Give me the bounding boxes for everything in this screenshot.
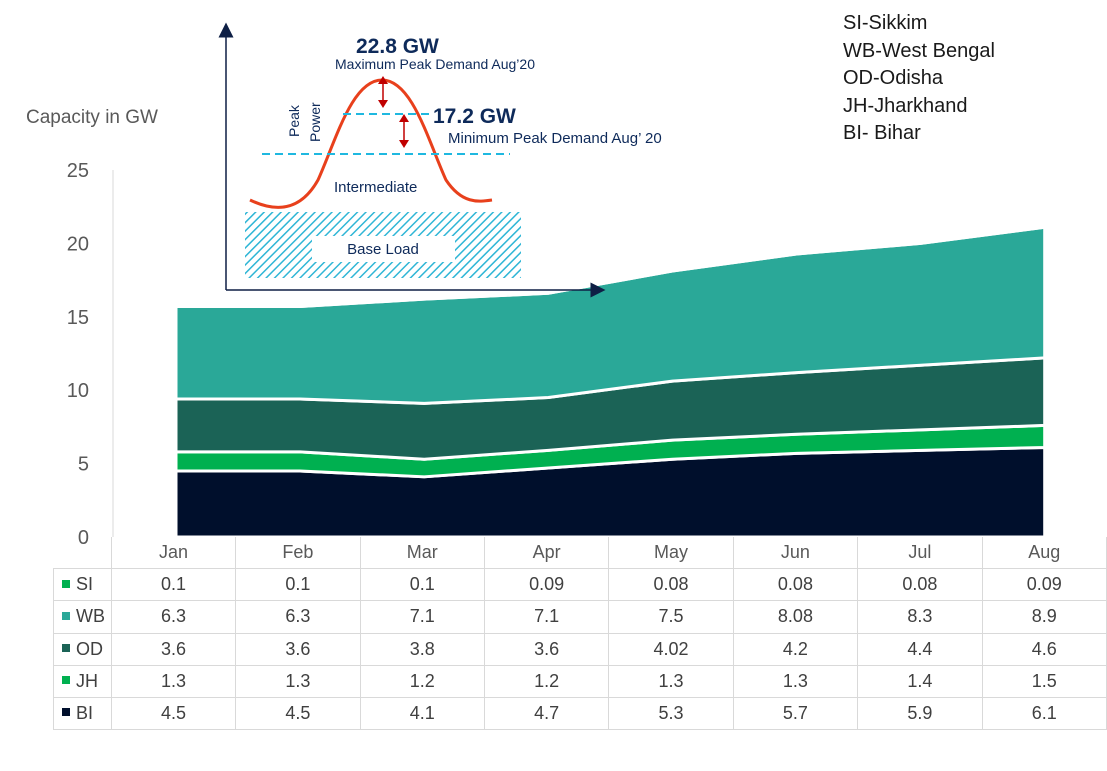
table-cell: 5.9 [857,696,983,731]
table-corner [53,537,112,569]
table-cell: 1.5 [981,664,1107,698]
x-tick-label: Mar [359,537,485,569]
x-tick-label: Aug [981,537,1107,569]
x-tick-label: May [608,537,734,569]
stacked-areas [174,224,1047,539]
table-cell: 4.4 [857,632,983,666]
peak-power-label-2: Power [307,102,323,142]
table-row-label: BI [76,703,94,724]
legend-key-swatch [62,611,70,620]
table-cell: 1.3 [608,664,734,698]
legend-item: WB-West Bengal [843,39,995,62]
table-cell: 0.1 [235,568,361,602]
table-row-label: SI [76,574,94,595]
table-cell: 8.9 [981,600,1107,634]
max-peak-label: Maximum Peak Demand Aug’20 [335,56,535,72]
table-row-header: JH [53,664,112,698]
min-peak-label: Minimum Peak Demand Aug’ 20 [448,130,662,147]
legend-key-swatch [62,708,70,717]
table-cell: 0.08 [732,568,859,602]
legend-key-swatch [62,676,70,685]
table-header-row: Jan Feb Mar Apr May Jun Jul Aug [53,537,1107,569]
table-cell: 1.2 [483,664,610,698]
peak-power-label-1: Peak [286,104,302,137]
table-cell: 6.1 [981,696,1107,731]
table-row: WB 6.3 6.3 7.1 7.1 7.5 8.08 8.3 8.9 [53,600,1107,634]
table-cell: 0.09 [483,568,610,602]
table-cell: 0.08 [857,568,983,602]
table-cell: 0.1 [359,568,485,602]
legend-item: SI-Sikkim [843,12,928,34]
base-load-label: Base Load [347,241,419,258]
table-cell: 8.08 [732,600,859,634]
table-cell: 0.08 [608,568,734,602]
table-row-label: OD [76,638,103,659]
table-cell: 1.3 [235,664,361,698]
x-tick-label: Jan [110,537,237,569]
arrow-upper [378,76,388,108]
table-cell: 0.09 [981,568,1107,602]
table-cell: 7.1 [483,600,610,634]
y-tick-label: 25 [67,160,89,182]
table-cell: 1.3 [110,664,237,698]
intermediate-label: Intermediate [334,179,417,196]
arrow-lower [399,114,409,148]
table-cell: 5.3 [608,696,734,731]
table-cell: 5.7 [732,696,859,731]
min-peak-value: 17.2 GW [433,105,516,128]
table-cell: 6.3 [110,600,237,634]
x-tick-label: Apr [483,537,610,569]
x-tick-label: Jun [732,537,859,569]
table-cell: 6.3 [235,600,361,634]
table-cell: 3.6 [483,632,610,666]
table-cell: 4.1 [359,696,485,731]
table-row-header: BI [53,696,112,731]
data-table: Jan Feb Mar Apr May Jun Jul Aug SI 0.1 0.1 0.1 0.09 0… [53,537,1107,731]
max-peak-value: 22.8 GW [356,35,439,58]
legend-item: JH-Jharkhand [843,94,968,117]
legend-item: OD-Odisha [843,67,944,89]
y-tick-label: 20 [67,233,89,255]
table-row: BI 4.5 4.5 4.1 4.7 5.3 5.7 5.9 6.1 [53,696,1107,731]
table-cell: 4.7 [483,696,610,731]
y-tick-label: 15 [67,307,89,329]
y-axis-label: Capacity in GW [26,107,158,128]
table-cell: 1.3 [732,664,859,698]
table-row: OD 3.6 3.6 3.8 3.6 4.02 4.2 4.4 4.6 [53,632,1107,666]
table-cell: 7.5 [608,600,734,634]
table-row-header: SI [53,568,112,602]
table-cell: 1.4 [857,664,983,698]
table-cell: 7.1 [359,600,485,634]
base-load-label-box [312,236,455,262]
legend-key-swatch [62,643,70,652]
table-cell: 3.8 [359,632,485,666]
y-tick-label: 5 [78,454,89,476]
table-cell: 4.6 [981,632,1107,666]
legend-key-swatch [62,579,70,588]
table-row-header: OD [53,632,112,666]
table-cell: 8.3 [857,600,983,634]
table-row-header: WB [53,600,112,634]
table-cell: 3.6 [110,632,237,666]
state-legend: SI-Sikkim WB-West Bengal OD-Odisha JH-Jh… [843,10,995,148]
y-tick-label: 10 [67,380,89,402]
table-cell: 4.5 [110,696,237,731]
table-row: SI 0.1 0.1 0.1 0.09 0.08 0.08 0.08 0.09 [53,568,1107,602]
table-cell: 0.1 [110,568,237,602]
x-tick-label: Jul [857,537,983,569]
table-cell: 4.5 [235,696,361,731]
table-cell: 3.6 [235,632,361,666]
table-cell: 4.02 [608,632,734,666]
table-row-label: JH [76,670,98,691]
peak-demand-inset: Base Load 22.8 GW Maximum Peak Demand Au… [218,22,662,298]
table-cell: 1.2 [359,664,485,698]
table-cell: 4.2 [732,632,859,666]
x-tick-label: Feb [235,537,361,569]
area-series-si [174,224,1047,309]
legend-item: BI- Bihar [843,122,921,144]
table-row: JH 1.3 1.3 1.2 1.2 1.3 1.3 1.4 1.5 [53,664,1107,698]
table-row-label: WB [76,606,105,627]
